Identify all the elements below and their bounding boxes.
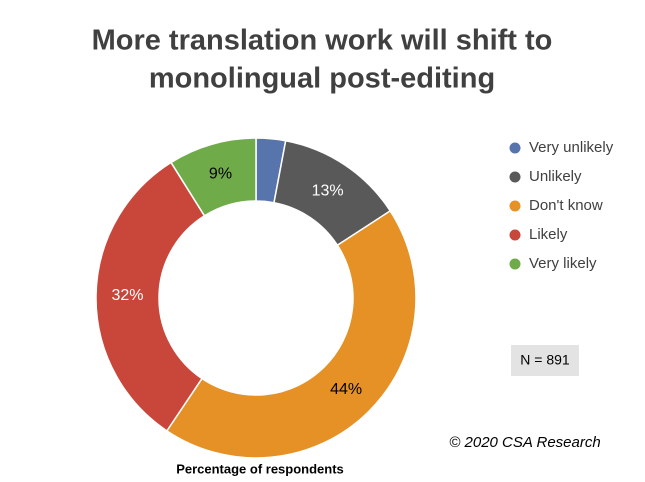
credit: © 2020 CSA Research	[449, 434, 600, 451]
note: N = 891	[520, 352, 570, 368]
legend-label: Very likely	[529, 255, 597, 272]
legend-marker	[509, 171, 521, 183]
data-label: 9%	[209, 166, 232, 183]
note-box	[511, 345, 579, 376]
data-label: 32%	[111, 287, 143, 304]
donut-segment	[169, 137, 257, 217]
data-label: 44%	[330, 381, 362, 398]
chart-title: monolingual post-editing	[149, 63, 495, 95]
x-label: Percentage of respondents	[176, 461, 344, 476]
data-label: 13%	[312, 183, 344, 200]
legend-label: Don't know	[529, 197, 603, 214]
legend-label: Very unlikely	[529, 139, 614, 156]
legend-label: Unlikely	[529, 168, 582, 185]
donut-segment	[95, 161, 206, 432]
legend-label: Likely	[529, 226, 568, 243]
legend-marker	[509, 200, 521, 212]
donut-segment	[165, 209, 417, 459]
legend-marker	[509, 229, 521, 241]
legend-marker	[509, 142, 521, 154]
chart-title: More translation work will shift to	[92, 25, 553, 57]
legend-marker	[509, 258, 521, 270]
